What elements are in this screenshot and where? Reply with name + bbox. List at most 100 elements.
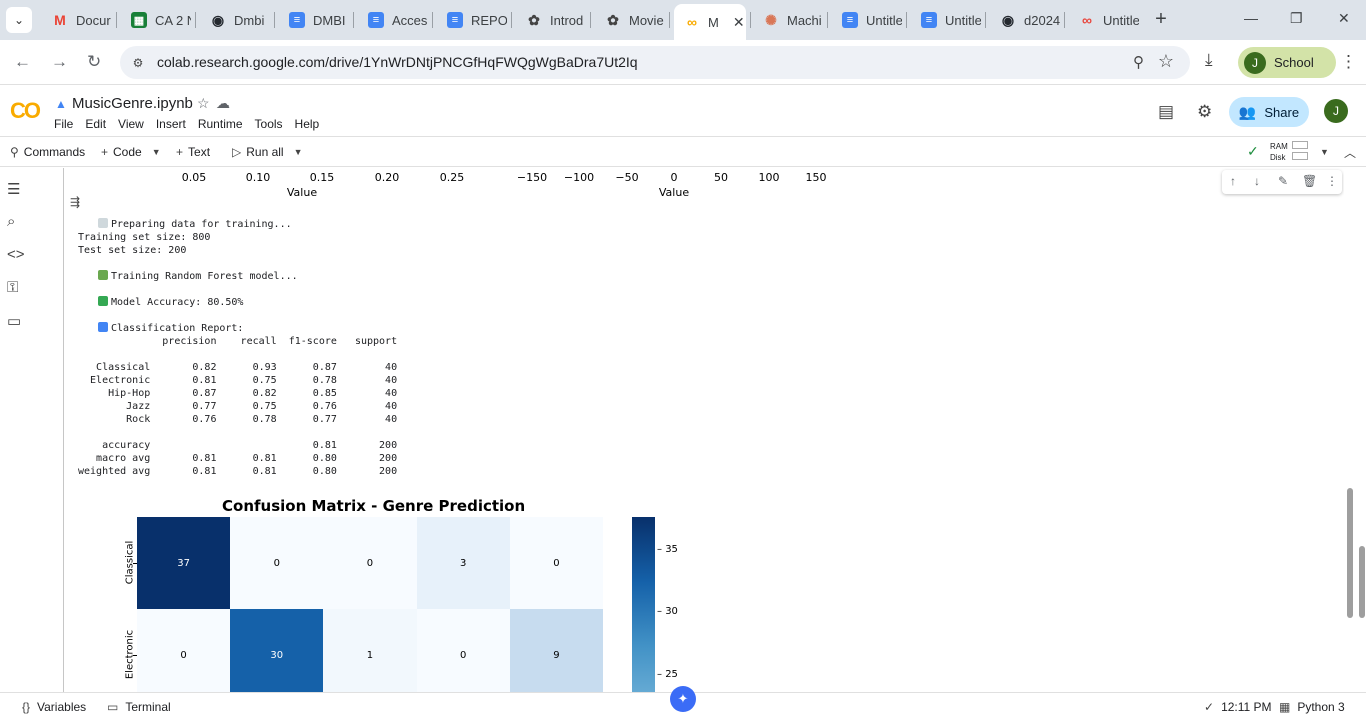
profile-button[interactable]: J School [1238, 47, 1336, 78]
notebook-title[interactable]: MusicGenre.ipynb [72, 95, 193, 112]
gemini-sparkle-button[interactable]: ✦ [670, 686, 696, 712]
forward-icon[interactable]: → [51, 52, 68, 71]
runtime-status[interactable]: ▦ Python 3 [1279, 700, 1345, 714]
user-avatar[interactable]: J [1324, 99, 1348, 123]
menu-file[interactable]: File [54, 117, 74, 131]
download-icon[interactable]: ⤓ [1205, 50, 1213, 69]
tree-icon [98, 270, 108, 280]
heatmap-cell: 37 [137, 517, 231, 609]
resource-labels[interactable]: RAM Disk [1270, 141, 1288, 163]
browser-tab[interactable]: ✿ Introd [516, 6, 586, 34]
variables-button[interactable]: {} Variables [22, 700, 86, 714]
sheets-icon: ▦ [131, 12, 147, 28]
browser-tab[interactable]: ≡ REPOI [437, 6, 507, 34]
output-actions-icon[interactable]: ⇶ [70, 195, 81, 209]
more-options-icon[interactable]: ⋮ [1326, 174, 1338, 188]
chevron-down-icon[interactable]: ▼ [293, 147, 303, 157]
colab-header: CO ▲ MusicGenre.ipynb ☆ ☁ File Edit View… [0, 86, 1366, 136]
address-bar[interactable]: ⚙ colab.research.google.com/drive/1YnWrD… [120, 46, 1190, 79]
report-row: Electronic 0.81 0.75 0.78 40 [78, 375, 398, 386]
restore-icon[interactable]: ❐ [1290, 10, 1303, 26]
close-window-icon[interactable]: ✕ [1338, 10, 1350, 26]
browser-tab[interactable]: ✿ Movie [595, 6, 665, 34]
tab-separator [985, 12, 986, 28]
browser-tab[interactable]: ▦ CA 2 N [121, 6, 191, 34]
previous-plot-axes: 0.05 0.10 0.15 0.20 0.25 Value −150 −100… [30, 168, 830, 199]
check-mark-icon [98, 296, 108, 306]
search-icon: ⚲ [10, 145, 19, 159]
minimize-icon[interactable]: — [1244, 10, 1258, 26]
share-button[interactable]: 👥 Share [1229, 97, 1309, 127]
browser-menu-icon[interactable]: ⋮ [1340, 52, 1357, 71]
resource-meters[interactable] [1292, 141, 1308, 163]
menu-insert[interactable]: Insert [155, 117, 186, 131]
edit-icon[interactable]: ✎ [1278, 174, 1289, 188]
browser-tab[interactable]: ◉ Dmbi [200, 6, 270, 34]
move-up-icon[interactable]: ↑ [1230, 174, 1236, 188]
connected-check-icon: ✓ [1247, 143, 1259, 159]
browser-tab[interactable]: ∞ Untitle [1069, 6, 1139, 34]
star-icon[interactable]: ☆ [197, 95, 210, 111]
colab-toolbar: ⚲ Commands + Code ▼ + Text ▷ Run all ▼ ✓… [0, 136, 1366, 167]
scrollbar-thumb[interactable] [1359, 546, 1365, 618]
report-row: Rock 0.76 0.78 0.77 40 [78, 414, 398, 425]
menu-edit[interactable]: Edit [85, 117, 107, 131]
secrets-key-icon[interactable]: ⚿ [7, 279, 19, 296]
add-code-button[interactable]: + Code ▼ [101, 145, 161, 159]
run-all-button[interactable]: ▷ Run all ▼ [232, 145, 303, 159]
commands-button[interactable]: ⚲ Commands [10, 145, 85, 159]
bookmark-star-icon[interactable]: ☆ [1157, 51, 1174, 71]
colab-logo[interactable]: CO [10, 98, 41, 123]
comments-icon[interactable]: ▤ [1158, 102, 1175, 121]
menu-runtime[interactable]: Runtime [197, 117, 243, 131]
add-text-button[interactable]: + Text [176, 145, 210, 159]
zoom-icon[interactable]: ⚲ [1133, 54, 1144, 71]
colorbar-tick-mark: – [657, 606, 666, 618]
menu-help[interactable]: Help [294, 117, 320, 131]
new-tab-button[interactable]: + [1155, 8, 1167, 30]
execution-status[interactable]: ✓ 12:11 PM [1204, 700, 1272, 714]
files-folder-icon[interactable]: ▭ [7, 313, 22, 330]
move-down-icon[interactable]: ↓ [1254, 174, 1260, 188]
settings-gear-icon[interactable]: ⚙ [1197, 102, 1213, 121]
browser-tab[interactable]: M Docur [42, 6, 112, 34]
delete-icon[interactable]: 🗑 [1302, 174, 1318, 188]
tick-label: 0 [670, 171, 678, 184]
tab-label: Machi [787, 12, 822, 28]
tab-separator [353, 12, 354, 28]
tab-label: Movie [629, 12, 664, 28]
browser-tab[interactable]: ≡ Acces [358, 6, 428, 34]
cloud-sync-icon[interactable]: ☁ [216, 95, 230, 111]
close-tab-icon[interactable]: ✕ [732, 13, 745, 30]
tab-search-button[interactable]: ⌄ [6, 7, 32, 33]
browser-tab[interactable]: ✺ Machi [753, 6, 823, 34]
table-of-contents-icon[interactable]: ☰ [7, 181, 21, 198]
back-icon[interactable]: ← [14, 52, 31, 71]
menu-view[interactable]: View [118, 117, 144, 131]
terminal-button[interactable]: ▭ Terminal [107, 700, 171, 714]
browser-tab[interactable]: ≡ Untitle [911, 6, 981, 34]
reload-icon[interactable]: ↻ [87, 52, 102, 71]
find-replace-icon[interactable]: ⌕ [7, 213, 16, 230]
browser-tab[interactable]: ∞ M ✕ [674, 4, 746, 40]
scrollbar-thumb[interactable] [1347, 488, 1353, 618]
menu-tools[interactable]: Tools [254, 117, 283, 131]
browser-tab[interactable]: ≡ DMBI [279, 6, 349, 34]
braces-icon: {} [22, 700, 31, 714]
url-text[interactable]: colab.research.google.com/drive/1YnWrDNt… [157, 54, 638, 70]
site-info-icon[interactable]: ⚙ [132, 56, 144, 70]
chevron-down-icon[interactable]: ▼ [151, 147, 161, 157]
vertical-scrollbar[interactable] [1344, 168, 1366, 692]
tab-separator [116, 12, 117, 28]
code-snippets-icon[interactable]: <> [7, 246, 25, 263]
terminal-icon: ▭ [107, 700, 119, 714]
chatgpt-icon: ✿ [528, 11, 540, 28]
colorbar-tick-value: 30 [665, 606, 678, 618]
chevron-down-icon[interactable]: ▼ [1320, 147, 1329, 157]
browser-tab[interactable]: ◉ d2024 [990, 6, 1060, 34]
pin-icon [98, 218, 108, 228]
chevron-up-icon[interactable]: ︿ [1344, 146, 1357, 160]
browser-tab[interactable]: ≡ Untitle [832, 6, 902, 34]
cell-toolbar: ↑ ↓ ✎ 🗑 ⋮ [1222, 170, 1342, 194]
commands-label: Commands [23, 145, 86, 159]
